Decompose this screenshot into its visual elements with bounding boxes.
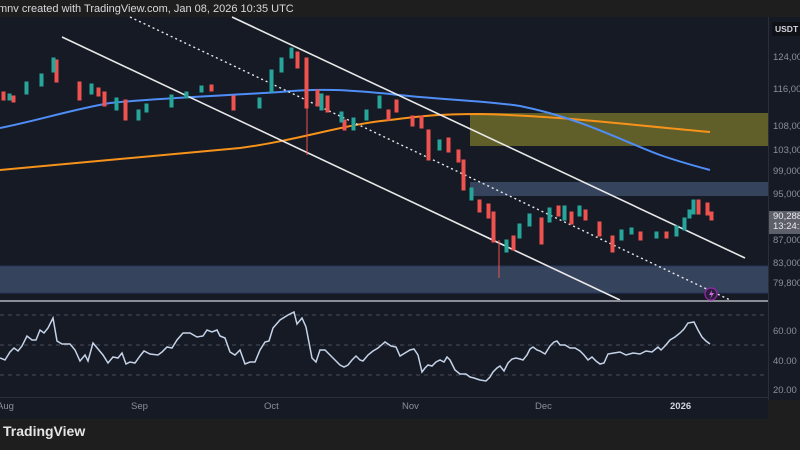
price-label: 124,000 [773,52,800,63]
chart-area[interactable] [0,17,800,400]
rsi-label: 60.00 [773,326,797,337]
candle-countdown: 13:24:2 [773,221,800,232]
current-price: 90,288 [773,211,800,222]
candles [1,47,714,278]
attribution-bar: mnv created with TradingView.com, Jan 08… [0,0,800,17]
price-label: 87,000 [773,235,800,246]
price-label: 83,000 [773,258,800,269]
price-label: 103,000 [773,145,800,156]
price-label: 95,000 [773,189,800,200]
rsi-line [0,310,711,382]
tradingview-logo[interactable]: TradingView [3,423,86,439]
channel-lower-line [61,36,621,301]
time-label: Oct [264,401,279,412]
time-label: Nov [402,401,419,412]
supply-zone [470,113,768,146]
time-label: 2026 [670,401,692,412]
price-label: 79,800 [773,278,800,289]
resistance-zone [470,182,768,196]
attribution-text: mnv created with TradingView.com, Jan 08… [0,3,294,15]
price-label: 116,000 [773,84,800,95]
footer [0,419,800,450]
rsi-label: 40.00 [773,356,797,367]
current-price-label: 90,288 13:24:2 [769,211,800,234]
currency-label[interactable]: USDT [772,22,800,36]
lightning-icon[interactable] [704,287,718,301]
channel-upper-line [231,16,746,259]
time-label: Aug [0,401,14,412]
time-axis[interactable] [0,397,768,420]
rsi-label: 20.00 [773,385,797,396]
pane-divider[interactable] [0,300,768,302]
price-label: 108,000 [773,121,800,132]
time-label: Sep [131,401,148,412]
price-axis[interactable] [768,17,800,400]
time-label: Dec [535,401,552,412]
ma-fast-line [0,88,711,171]
price-label: 99,000 [773,166,800,177]
demand-zone [0,266,768,293]
